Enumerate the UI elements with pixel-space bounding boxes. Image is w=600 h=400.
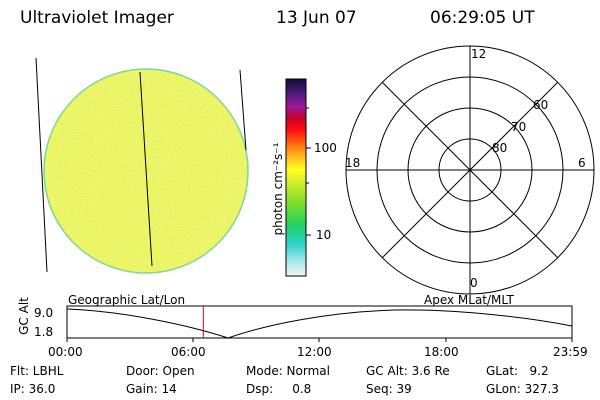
mlt-label-18: 18 xyxy=(345,156,361,170)
instrument-title: Ultraviolet Imager xyxy=(20,8,174,28)
info-ip: IP: 36.0 xyxy=(10,382,56,396)
image-date: 13 Jun 07 xyxy=(276,8,357,28)
lat-label-80: 80 xyxy=(492,141,508,155)
info-door: Door: Open xyxy=(126,364,195,378)
info-geographic-longitude: GLon: 327.3 xyxy=(486,382,559,396)
info-gain: Gain: 14 xyxy=(126,382,177,396)
orbit-altitude-curve xyxy=(66,308,573,339)
image-time: 06:29:05 UT xyxy=(430,8,535,28)
orbit-plot-frame xyxy=(66,305,573,339)
orbit-y-top: 9.0 xyxy=(34,306,54,320)
colorbar-tick-100: 100 xyxy=(314,141,337,155)
longitude-lines xyxy=(35,57,247,273)
mlt-label-6: 6 xyxy=(578,156,586,170)
intensity-colorbar xyxy=(285,78,311,277)
info-mode: Mode: Normal xyxy=(246,364,330,378)
info-dsp: Dsp: 0.8 xyxy=(246,382,312,396)
colorbar-tick-10: 10 xyxy=(316,228,332,242)
info-gc-altitude: GC Alt: 3.6 Re xyxy=(366,364,450,378)
orbit-xtick-0000: 00:00 xyxy=(48,345,83,359)
polar-grid-plot xyxy=(345,45,595,295)
orbit-xtick-2359: 23:59 xyxy=(553,345,588,359)
orbit-xtick-1800: 18:00 xyxy=(424,345,459,359)
info-geographic-latitude: GLat: 9.2 xyxy=(486,364,549,378)
orbit-y-bottom: 1.8 xyxy=(34,325,54,339)
colorbar-unit-label: photon cm⁻²s⁻¹ xyxy=(271,142,285,236)
orbit-x-ticks xyxy=(66,338,573,342)
info-filter: Flt: LBHL xyxy=(10,364,64,378)
orbit-right-title: Apex MLat/MLT xyxy=(424,293,514,307)
orbit-altitude-plot xyxy=(66,305,573,342)
orbit-left-title: Geographic Lat/Lon xyxy=(68,293,186,307)
orbit-xtick-0600: 06:00 xyxy=(171,345,206,359)
mlt-label-12: 12 xyxy=(471,47,487,61)
mlt-label-0: 0 xyxy=(470,276,478,290)
lat-label-60: 60 xyxy=(533,98,549,112)
lat-label-70: 70 xyxy=(511,120,527,134)
info-sequence: Seq: 39 xyxy=(366,382,412,396)
orbit-xtick-1200: 12:00 xyxy=(297,345,332,359)
